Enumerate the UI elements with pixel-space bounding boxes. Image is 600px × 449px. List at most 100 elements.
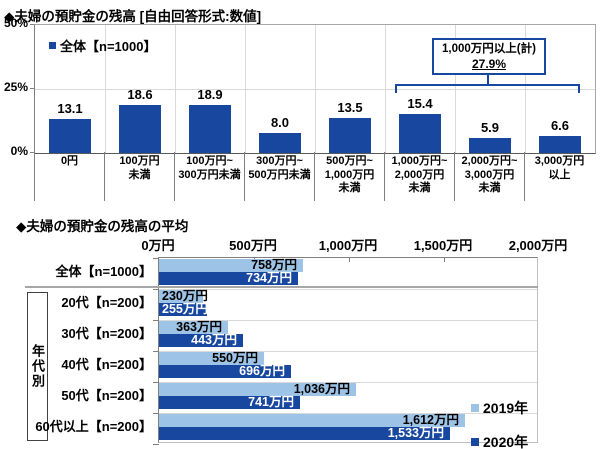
chart1-category-axis: 0円 100万円 未満 100万円~ 300万円未満 300万円~ 500万円未満 500万円… [34, 152, 594, 201]
bar-value-label: 734万円 [246, 271, 292, 285]
annotation-bracket-left-end [395, 84, 397, 93]
bar [259, 133, 301, 153]
bar-value-label: 15.4 [407, 96, 433, 111]
bar [159, 321, 228, 334]
legend-label: 2019年 [483, 400, 529, 416]
row-gridline [159, 351, 537, 352]
bar [399, 114, 441, 153]
bar [469, 138, 511, 153]
row-tick [153, 413, 159, 414]
bar [159, 352, 264, 365]
gridline-horizontal [35, 89, 595, 90]
bar-value-label: 758万円 [251, 258, 297, 272]
category-label: 1,000万円~ 2,000万円 未満 [384, 152, 454, 201]
category-label-line: 300万円~ [256, 155, 303, 167]
category-label: 0円 [34, 152, 104, 201]
group-label: 年代別 [30, 344, 45, 389]
bar-value-label: 5.9 [480, 120, 500, 135]
category-label-line: 0円 [60, 155, 79, 167]
legend-swatch [471, 404, 479, 412]
legend-label: 2020年 [483, 434, 529, 449]
bar-value-label: 1,612万円 [402, 413, 459, 427]
row-tick [153, 351, 159, 352]
x-axis-label: 0万円 [141, 238, 175, 253]
bar-value-label: 255万円 [162, 302, 208, 316]
annotation-bracket [395, 84, 580, 86]
bar [159, 303, 207, 316]
category-label: 100万円~ 300万円未満 [174, 152, 244, 201]
legend-item: 2020年 [471, 432, 528, 449]
category-label-line: 1,000万円~ [391, 155, 448, 167]
chart2-title: ◆夫婦の預貯金の残高の平均 [16, 219, 189, 234]
y-axis-label: 50% [3, 16, 28, 30]
legend-item: 2019年 [471, 398, 528, 418]
row-gridline [159, 382, 537, 383]
category-label: 300万円~ 500万円未満 [244, 152, 314, 201]
bar-value-label: 1,533万円 [387, 426, 444, 440]
category-label-line: 未満 [128, 168, 151, 181]
row-label: 20代【n=200】 [61, 295, 152, 310]
row-label: 全体【n=1000】 [55, 264, 152, 279]
x-axis-label: 500万円 [229, 238, 277, 253]
annotation-bracket-right-end [578, 84, 580, 93]
category-label-line: 2,000万円 [394, 168, 445, 181]
row-gridline [159, 320, 537, 321]
category-label: 500万円~ 1,000万円 未満 [314, 152, 384, 201]
category-label-line: 100万円 [119, 155, 160, 167]
bar [159, 290, 203, 303]
bar-value-label: 1,036万円 [293, 382, 350, 396]
annotation-bracket-connector [487, 75, 489, 84]
row-tick [153, 289, 159, 290]
category-label: 100万円 未満 [104, 152, 174, 201]
y-axis-label: 25% [3, 80, 28, 94]
group-separator-line [25, 286, 538, 288]
category-label: 2,000万円~ 3,000万円 未満 [454, 152, 524, 201]
bar [49, 119, 91, 153]
category-label-line: 2,000万円~ [461, 155, 518, 167]
bar [159, 396, 300, 409]
bar-value-label: 13.5 [337, 100, 363, 115]
bar [329, 118, 371, 153]
bar [539, 136, 581, 153]
bar-value-label: 550万円 [212, 351, 258, 365]
x-axis-label: 1,500万円 [413, 238, 473, 253]
annotation-box: 1,000万円以上(計) 27.9% [432, 38, 546, 75]
x-axis-tick [444, 258, 445, 262]
bar [159, 334, 243, 347]
bar [159, 259, 303, 272]
category-label-line: 500万円~ [326, 155, 373, 167]
chart2-plot: 758万円 734万円 230万円 255万円 363万円 443万円 550万円 696万円… [153, 257, 538, 445]
annotation-line1: 1,000万円以上(計) [442, 43, 536, 55]
annotation-line2: 27.9% [471, 57, 507, 71]
bar [159, 365, 291, 378]
bar-value-label: 363万円 [176, 320, 222, 334]
category-label-line: 300万円未満 [178, 168, 241, 181]
x-axis-label: 2,000万円 [508, 238, 568, 253]
row-tick [153, 444, 159, 445]
bar-value-label: 8.0 [270, 115, 290, 130]
bar [119, 105, 161, 153]
row-label: 40代【n=200】 [61, 357, 152, 372]
row-tick [153, 320, 159, 321]
category-label-line: 3,000万円 [534, 155, 585, 167]
x-axis-tick [349, 258, 350, 262]
y-axis-tick [30, 152, 34, 153]
y-axis-tick [30, 88, 34, 89]
category-label-line: 未満 [408, 182, 431, 194]
category-label: 3,000万円 以上 [524, 152, 594, 201]
bar [159, 383, 356, 396]
row-tick [153, 258, 159, 259]
chart2-legend: 2019年 2020年 [471, 398, 528, 449]
bar-value-label: 18.6 [127, 87, 153, 102]
category-label-line: 以上 [548, 168, 571, 181]
y-axis-label: 0% [10, 144, 28, 158]
bar [189, 105, 231, 153]
bar-value-label: 6.6 [550, 118, 570, 133]
bar [159, 427, 450, 440]
bar [159, 272, 298, 285]
group-label-box: 年代別 [27, 292, 48, 441]
legend-label-zentai: 全体【n=1000】 [60, 39, 157, 54]
row-label: 50代【n=200】 [61, 388, 152, 403]
x-axis-label: 1,000万円 [318, 238, 378, 253]
